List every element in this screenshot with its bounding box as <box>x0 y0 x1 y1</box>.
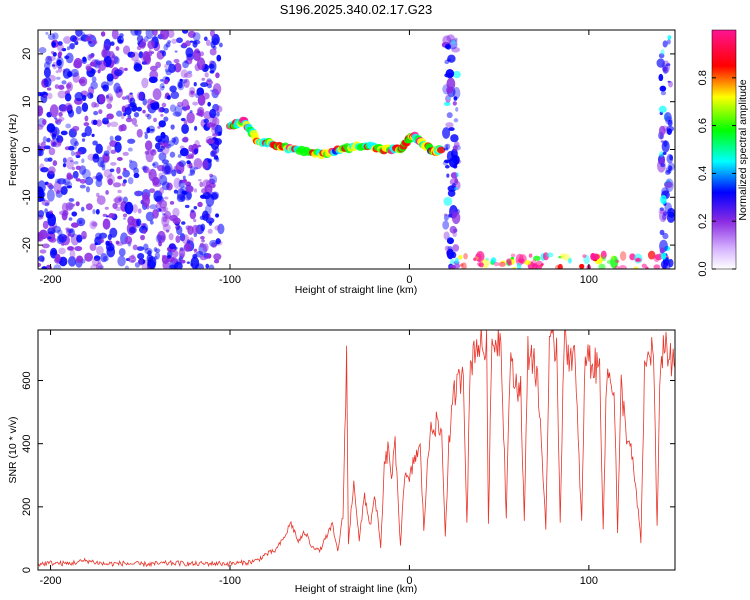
heatmap-x-tick-label: 100 <box>580 274 598 286</box>
snr-y-tick-label: 600 <box>21 371 33 389</box>
heatmap-x-tick-label: -200 <box>40 274 62 286</box>
heatmap-y-tick-label: -20 <box>21 237 33 253</box>
snr-y-ticks: 0 200 400 600 <box>21 371 675 573</box>
snr-x-tick-label: 0 <box>406 575 412 587</box>
snr-y-tick-label: 0 <box>21 567 33 573</box>
heatmap-x-ticks: -200 -100 0 100 <box>40 30 598 286</box>
snr-x-tick-label: 100 <box>580 575 598 587</box>
colorbar-tick-label: 0.2 <box>697 214 709 229</box>
colorbar-tick-label: 0.6 <box>697 118 709 133</box>
heatmap-y-tick-label: 20 <box>21 48 33 60</box>
snr-y-axis-label: SNR (10 * v/v) <box>7 416 19 483</box>
heatmap-x-axis-label: Height of straight line (km) <box>295 284 418 296</box>
heatmap-feature-2 <box>441 34 462 269</box>
heatmap-feature-3 <box>458 250 673 269</box>
heatmap-y-tick-label: 0 <box>21 146 33 152</box>
snr-x-tick-label: -200 <box>40 575 62 587</box>
colorbar-tick-label: 0.4 <box>697 166 709 181</box>
heatmap-area <box>38 30 675 269</box>
heatmap-x-tick-label: -100 <box>219 274 241 286</box>
colorbar <box>711 29 737 270</box>
heatmap-x-tick-label: 0 <box>406 274 412 286</box>
heatmap-y-tick-label: 10 <box>21 96 33 108</box>
snr-series-line <box>38 330 675 568</box>
heatmap-y-ticks: 20 10 0 -10 -20 <box>21 48 675 253</box>
colorbar-tick-label: 0.8 <box>697 70 709 85</box>
colorbar-label: Normalized spectral amplitude <box>737 79 749 220</box>
snr-x-ticks: -200 -100 0 100 <box>40 330 598 587</box>
colorbar-ticks: 0.0 0.2 0.4 0.6 0.8 <box>697 70 736 277</box>
heatmap-feature-1 <box>225 116 446 160</box>
snr-x-tick-label: -100 <box>219 575 241 587</box>
heatmap-feature-4 <box>656 35 675 269</box>
heatmap-y-tick-label: -10 <box>21 189 33 205</box>
snr-plot-area <box>38 330 675 568</box>
heatmap-feature-0 <box>38 30 225 269</box>
snr-y-tick-label: 400 <box>21 435 33 453</box>
snr-frame <box>37 329 676 571</box>
colorbar-tick-label: 0.0 <box>697 261 709 276</box>
heatmap-y-axis-label: Frequency (Hz) <box>7 114 19 186</box>
snr-x-axis-label: Height of straight line (km) <box>295 583 418 595</box>
snr-y-tick-label: 200 <box>21 498 33 516</box>
chart-title: S196.2025.340.02.17.G23 <box>280 2 433 17</box>
